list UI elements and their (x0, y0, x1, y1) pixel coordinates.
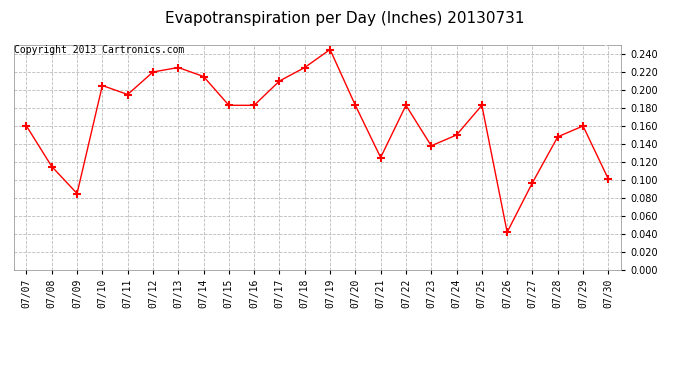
Text: Evapotranspiration per Day (Inches) 20130731: Evapotranspiration per Day (Inches) 2013… (165, 11, 525, 26)
Text: ET  (Inches): ET (Inches) (579, 37, 649, 46)
Text: Copyright 2013 Cartronics.com: Copyright 2013 Cartronics.com (14, 45, 184, 55)
